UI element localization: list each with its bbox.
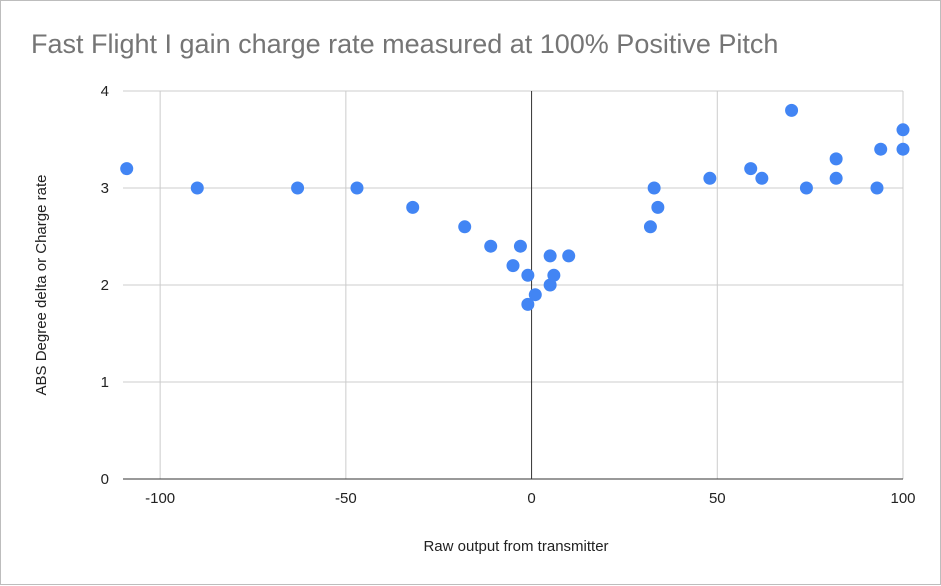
y-tick-label: 4 (101, 83, 109, 100)
x-tick-label: -100 (145, 490, 175, 507)
data-point (744, 162, 758, 176)
data-point (874, 142, 888, 156)
data-point (829, 152, 843, 166)
data-point (528, 288, 542, 302)
x-tick-label: 0 (527, 490, 535, 507)
axes (123, 91, 903, 480)
data-points (120, 103, 910, 311)
data-point (647, 181, 661, 195)
data-point (484, 239, 498, 253)
tick-labels: 0 1 2 3 4 -100 -50 0 50 100 (101, 83, 916, 507)
data-point (643, 220, 657, 234)
y-tick-label: 0 (101, 471, 109, 488)
gridlines (123, 90, 904, 479)
data-point (521, 268, 535, 282)
x-tick-label: 50 (709, 490, 726, 507)
data-point (896, 123, 910, 137)
data-point (521, 297, 535, 311)
data-point (829, 171, 843, 185)
data-point (785, 103, 799, 117)
data-point (506, 259, 520, 273)
data-point (406, 200, 420, 214)
data-point (755, 171, 769, 185)
x-axis-title: Raw output from transmitter (423, 538, 608, 555)
data-point (547, 268, 561, 282)
data-point (703, 171, 717, 185)
data-point (190, 181, 204, 195)
data-point (291, 181, 305, 195)
data-point (543, 249, 557, 263)
x-tick-label: 100 (890, 490, 915, 507)
data-point (651, 200, 665, 214)
data-point (350, 181, 364, 195)
x-tick-label: -50 (335, 490, 357, 507)
y-tick-label: 2 (101, 277, 109, 294)
chart-title: Fast Flight I gain charge rate measured … (31, 29, 779, 59)
data-point (870, 181, 884, 195)
data-point (513, 239, 527, 253)
data-point (458, 220, 472, 234)
y-tick-label: 1 (101, 374, 109, 391)
y-axis-title: ABS Degree delta or Charge rate (33, 175, 50, 396)
data-point (799, 181, 813, 195)
data-point (896, 142, 910, 156)
y-tick-label: 3 (101, 180, 109, 197)
data-point (120, 162, 134, 176)
data-point (562, 249, 576, 263)
